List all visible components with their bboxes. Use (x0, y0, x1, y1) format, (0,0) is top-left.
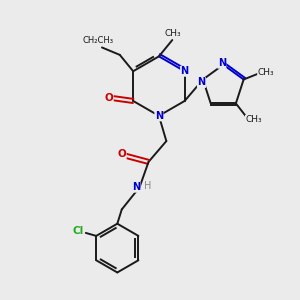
Text: CH₃: CH₃ (258, 68, 274, 76)
Text: N: N (132, 182, 140, 192)
Text: N: N (197, 77, 206, 88)
Text: CH₂CH₃: CH₂CH₃ (82, 36, 113, 45)
Text: O: O (117, 149, 126, 160)
Text: N: N (155, 111, 163, 121)
Text: N: N (218, 58, 226, 68)
Text: H: H (144, 181, 152, 191)
Text: Cl: Cl (73, 226, 84, 236)
Text: CH₃: CH₃ (245, 115, 262, 124)
Text: CH₃: CH₃ (165, 29, 181, 38)
Text: O: O (104, 93, 113, 103)
Text: N: N (181, 66, 189, 76)
